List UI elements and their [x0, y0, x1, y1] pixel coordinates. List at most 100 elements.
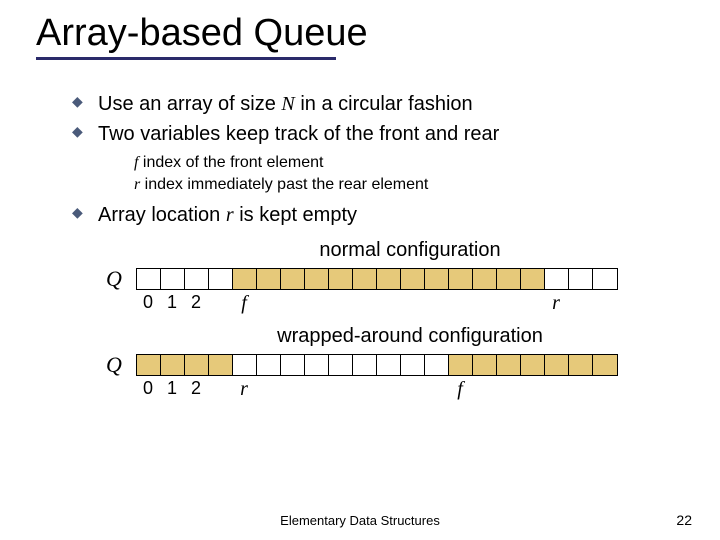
index-label — [376, 292, 400, 315]
index-label — [328, 378, 352, 401]
array-cell — [377, 355, 401, 375]
array-cell — [497, 269, 521, 289]
index-label — [472, 378, 496, 401]
index-label — [544, 378, 568, 401]
array-cell — [497, 355, 521, 375]
normal-config-label: normal configuration — [136, 239, 684, 262]
array-cell — [377, 269, 401, 289]
bullet-1-pre: Use an array of size — [98, 93, 281, 115]
normal-array-row: Q — [106, 266, 684, 292]
index-label — [400, 378, 424, 401]
array-cell — [425, 355, 449, 375]
index-label — [592, 292, 616, 315]
array-q-label-1: Q — [106, 266, 136, 292]
array-cell — [449, 355, 473, 375]
index-label: 1 — [160, 292, 184, 315]
index-label: f — [232, 292, 256, 315]
bullet-1-var: N — [281, 93, 294, 115]
array-cell — [305, 269, 329, 289]
normal-array-cells — [136, 268, 618, 290]
index-label — [352, 378, 376, 401]
array-cell — [593, 355, 617, 375]
array-cell — [161, 269, 185, 289]
index-label — [256, 378, 280, 401]
index-label — [208, 378, 232, 401]
index-label: 0 — [136, 378, 160, 401]
array-cell — [305, 355, 329, 375]
array-cell — [473, 355, 497, 375]
array-cell — [233, 355, 257, 375]
array-cell — [161, 355, 185, 375]
array-cell — [281, 355, 305, 375]
slide-title: Array-based Queue — [36, 12, 684, 55]
bullet-2: Two variables keep track of the front an… — [72, 120, 684, 197]
sub-r: r index immediately past the rear elemen… — [134, 174, 684, 196]
array-cell — [401, 269, 425, 289]
array-cell — [185, 355, 209, 375]
index-label: r — [232, 378, 256, 401]
index-label — [496, 292, 520, 315]
bullet-list: Use an array of size N in a circular fas… — [72, 90, 684, 229]
array-cell — [569, 355, 593, 375]
index-label — [568, 378, 592, 401]
array-cell — [137, 355, 161, 375]
array-cell — [209, 269, 233, 289]
index-label: 1 — [160, 378, 184, 401]
index-label — [352, 292, 376, 315]
array-cell — [521, 355, 545, 375]
index-label — [568, 292, 592, 315]
sub-f-text: index of the front element — [138, 154, 323, 171]
array-cell — [281, 269, 305, 289]
array-cell — [209, 355, 233, 375]
sub-f: f index of the front element — [134, 152, 684, 174]
index-label: 2 — [184, 292, 208, 315]
array-cell — [257, 269, 281, 289]
bullet-1: Use an array of size N in a circular fas… — [72, 90, 684, 118]
array-q-label-2: Q — [106, 352, 136, 378]
index-label — [496, 378, 520, 401]
index-label — [400, 292, 424, 315]
index-label — [592, 378, 616, 401]
array-cell — [545, 355, 569, 375]
wrapped-index-row: 012rf — [136, 378, 684, 401]
index-label — [424, 378, 448, 401]
index-label — [280, 292, 304, 315]
index-label — [256, 292, 280, 315]
bullet-3-post: is kept empty — [234, 204, 357, 226]
index-label — [304, 292, 328, 315]
array-cell — [401, 355, 425, 375]
page-number: 22 — [676, 512, 692, 528]
array-cell — [329, 269, 353, 289]
index-label — [520, 292, 544, 315]
array-cell — [521, 269, 545, 289]
index-label — [448, 292, 472, 315]
array-cell — [353, 355, 377, 375]
bullet-3-pre: Array location — [98, 204, 226, 226]
bullet-2-text: Two variables keep track of the front an… — [98, 123, 499, 145]
array-cell — [329, 355, 353, 375]
array-cell — [353, 269, 377, 289]
index-label — [472, 292, 496, 315]
array-cell — [545, 269, 569, 289]
wrapped-config-label: wrapped-around configuration — [136, 325, 684, 348]
wrapped-array-cells — [136, 354, 618, 376]
index-label — [376, 378, 400, 401]
index-label — [520, 378, 544, 401]
array-cell — [449, 269, 473, 289]
sublist: f index of the front element r index imm… — [134, 152, 684, 197]
index-label: 0 — [136, 292, 160, 315]
bullet-1-post: in a circular fashion — [295, 93, 473, 115]
array-cell — [257, 355, 281, 375]
footer-text: Elementary Data Structures — [0, 513, 720, 528]
array-cell — [425, 269, 449, 289]
array-cell — [569, 269, 593, 289]
array-cell — [593, 269, 617, 289]
array-cell — [137, 269, 161, 289]
index-label — [304, 378, 328, 401]
array-cell — [473, 269, 497, 289]
wrapped-array-row: Q — [106, 352, 684, 378]
array-cell — [185, 269, 209, 289]
bullet-3-var: r — [226, 204, 234, 226]
title-underline — [36, 57, 336, 60]
index-label — [280, 378, 304, 401]
